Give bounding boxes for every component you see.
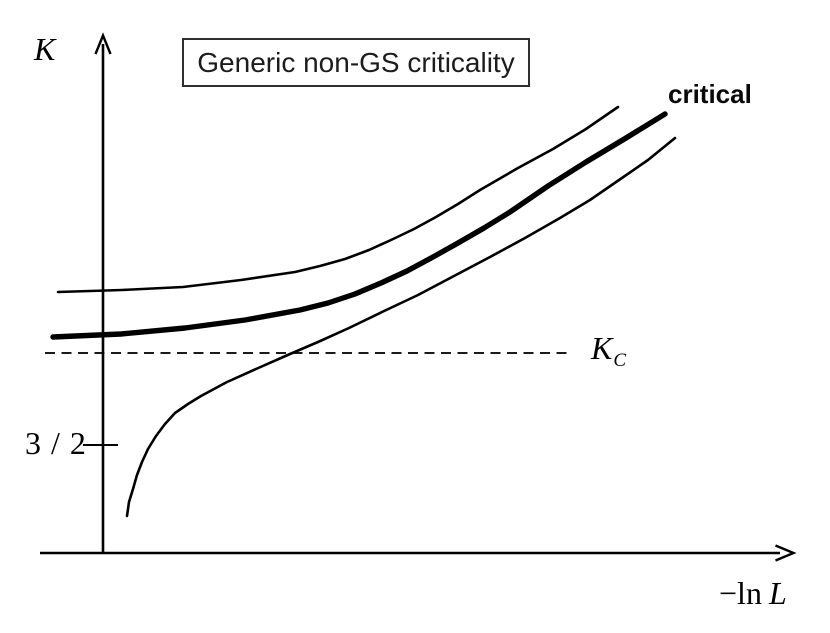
kc-label-subscript: C [613,350,627,371]
kc-label: KC [591,330,626,370]
critical-curve [50,111,668,340]
lower-off-critical-curve [125,136,677,518]
upper-off-critical-curve [56,105,620,294]
title-box: Generic non-GS criticality [182,38,530,87]
critical-curve-label: critical [668,79,752,109]
y-axis-arrow-icon [94,32,112,55]
x-axis-arrow-icon [775,544,797,562]
x-axis-label-variable: L [768,575,787,611]
x-axis-label-prefix: −ln [719,575,762,611]
y-tick-label-3-2: 3 / 2 [25,425,87,461]
y-axis-label: K [34,31,56,67]
title-text: Generic non-GS criticality [197,46,515,78]
kc-label-base: K [591,330,613,366]
x-axis-label: −ln L [719,577,787,609]
